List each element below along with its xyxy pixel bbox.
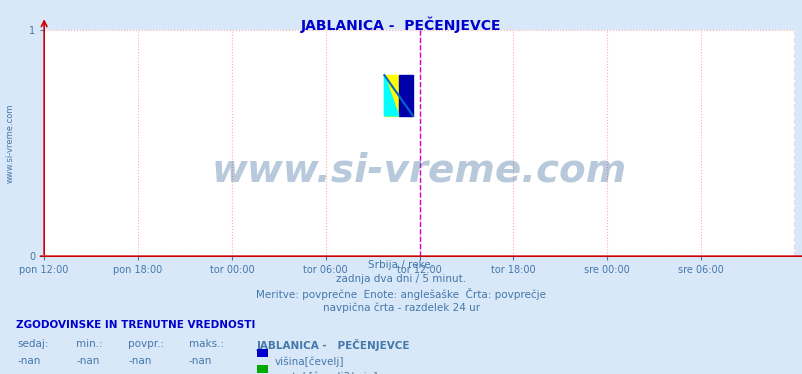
Text: ZGODOVINSKE IN TRENUTNE VREDNOSTI: ZGODOVINSKE IN TRENUTNE VREDNOSTI bbox=[16, 320, 255, 330]
Text: -nan: -nan bbox=[76, 372, 99, 374]
Text: JABLANICA -  PEČENJEVCE: JABLANICA - PEČENJEVCE bbox=[301, 17, 501, 33]
Text: -nan: -nan bbox=[128, 372, 152, 374]
Text: -nan: -nan bbox=[188, 356, 212, 366]
Text: višina[čevelj]: višina[čevelj] bbox=[274, 356, 344, 367]
Text: -nan: -nan bbox=[128, 356, 152, 366]
Text: povpr.:: povpr.: bbox=[128, 339, 164, 349]
Text: zadnja dva dni / 5 minut.: zadnja dva dni / 5 minut. bbox=[336, 274, 466, 284]
Text: min.:: min.: bbox=[76, 339, 103, 349]
Bar bbox=[384, 75, 399, 116]
Text: www.si-vreme.com: www.si-vreme.com bbox=[6, 103, 15, 183]
Text: -nan: -nan bbox=[18, 372, 41, 374]
Polygon shape bbox=[384, 75, 399, 116]
Text: pretok[čevelj3/min]: pretok[čevelj3/min] bbox=[274, 372, 377, 374]
Text: Meritve: povprečne  Enote: anglešaške  Črta: povprečje: Meritve: povprečne Enote: anglešaške Črt… bbox=[256, 288, 546, 300]
Bar bbox=[399, 75, 412, 116]
Text: JABLANICA -   PEČENJEVCE: JABLANICA - PEČENJEVCE bbox=[257, 339, 410, 351]
Text: -nan: -nan bbox=[76, 356, 99, 366]
Text: Srbija / reke.: Srbija / reke. bbox=[368, 260, 434, 270]
Text: navpična črta - razdelek 24 ur: navpična črta - razdelek 24 ur bbox=[322, 303, 480, 313]
Text: www.si-vreme.com: www.si-vreme.com bbox=[212, 151, 626, 189]
Text: -nan: -nan bbox=[18, 356, 41, 366]
Text: -nan: -nan bbox=[188, 372, 212, 374]
Text: sedaj:: sedaj: bbox=[18, 339, 49, 349]
Text: maks.:: maks.: bbox=[188, 339, 224, 349]
